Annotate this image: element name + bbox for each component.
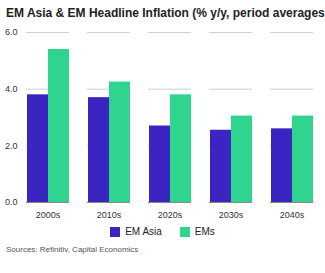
html-text:EMs: EMs [194,226,215,237]
svg-text:2010s: 2010s [97,210,122,220]
svg-text:2020s: 2020s [158,210,183,220]
svg-text:2.0: 2.0 [5,141,18,151]
svg-text:2000s: 2000s [36,210,61,220]
html-text:Sources: Refinitiv, Capital Ec: Sources: Refinitiv, Capital Economics [6,245,139,254]
svg-text:2030s: 2030s [219,210,244,220]
html-text:EM Asia: EM Asia [125,226,162,237]
svg-text:4.0: 4.0 [5,84,18,94]
svg-text:2040s: 2040s [280,210,305,220]
svg-text:0.0: 0.0 [5,197,18,207]
svg-text:6.0: 6.0 [5,27,18,37]
